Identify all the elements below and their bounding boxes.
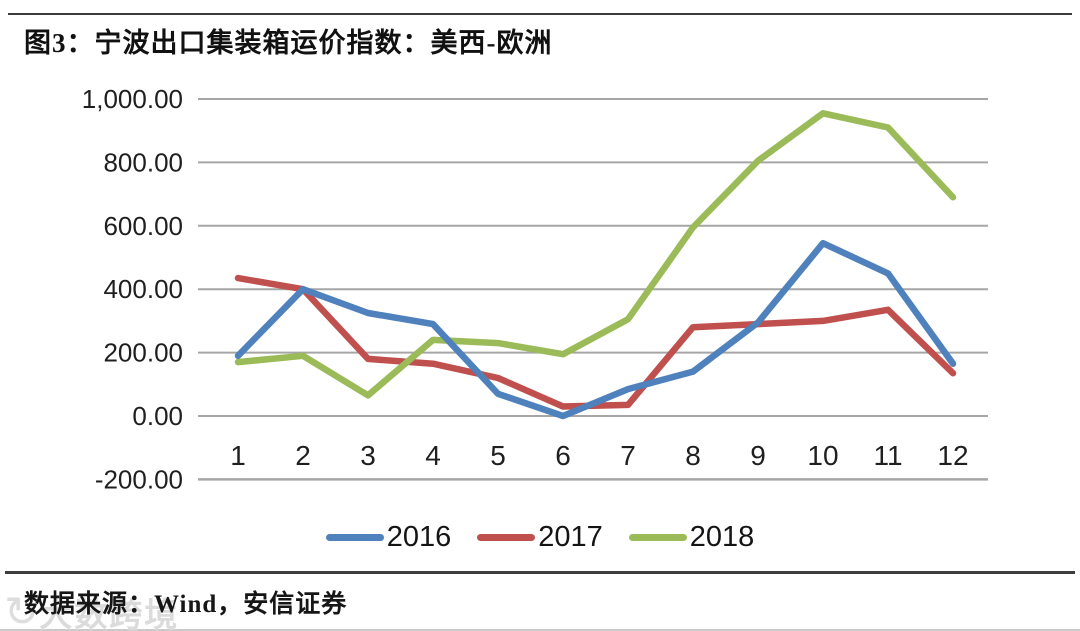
legend-item-2017: 2017 [477,521,603,554]
x-axis-tick-label: 3 [360,440,376,471]
x-axis-tick-label: 11 [873,440,902,471]
legend-item-2018: 2018 [628,520,755,554]
series-line-2017 [234,274,957,410]
series-line-2018 [234,110,957,399]
x-axis-tick-label: 10 [807,440,838,471]
series-line-2016 [234,239,957,420]
watermark: ↻ 大数跨境 [4,588,179,631]
y-axis-tick-label: 400.00 [103,274,183,304]
data-source-text: 数据来源：Wind，安信证券 [24,591,348,618]
circular-arrow-logo-icon: ↻ [4,588,40,631]
x-axis-tick-label: 7 [620,440,636,471]
figure-title: 图3：宁波出口集装箱运价指数：美西-欧洲 [24,28,553,58]
x-axis-tick-label: 4 [425,440,441,471]
chart-legend: 2016 2017 2018 [0,518,1080,556]
y-axis-tick-label: 0.00 [132,401,183,431]
watermark-text: 大数跨境 [39,596,180,631]
legend-label: 2018 [689,520,755,553]
footer-divider-line [5,571,1075,574]
x-axis-tick-label: 6 [555,440,571,471]
y-axis-tick-label: 200.00 [103,338,183,368]
y-axis-tick-label: -200.00 [95,464,183,494]
x-axis-tick-label: 8 [685,440,701,471]
legend-label: 2016 [386,520,452,553]
x-axis-tick-label: 12 [937,440,968,471]
legend-line-swatch [628,533,687,541]
x-axis-tick-label: 2 [295,440,311,471]
legend-line-swatch [477,533,536,541]
y-axis-tick-label: 600.00 [103,211,183,241]
x-axis-tick-label: 9 [750,440,766,471]
legend-label: 2017 [538,520,603,553]
top-divider-line [8,13,1072,15]
legend-item-2016: 2016 [325,520,452,554]
x-axis-tick-label: 5 [490,440,506,471]
y-axis-tick-label: 1,000.00 [82,84,183,114]
bottom-edge-line [0,629,1080,631]
x-axis-tick-label: 1 [230,440,246,471]
y-axis-tick-label: 800.00 [103,147,183,177]
legend-line-swatch [325,533,384,541]
